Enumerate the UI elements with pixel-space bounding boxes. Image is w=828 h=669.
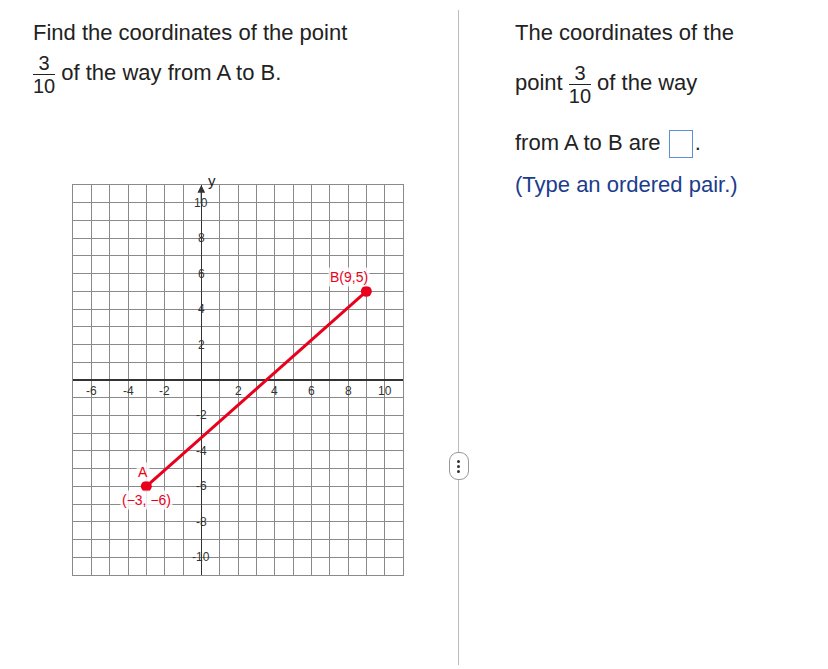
svg-text:8: 8 bbox=[198, 231, 205, 245]
svg-text:-4: -4 bbox=[196, 444, 207, 458]
html-text:The coordinates of the: The coordinates of the bbox=[515, 20, 734, 45]
html-text:(Type an ordered pair.): (Type an ordered pair.) bbox=[515, 172, 738, 197]
svg-text:-4: -4 bbox=[123, 384, 134, 398]
html-text:10 of the way: 10 of the way bbox=[568, 70, 698, 107]
svg-text:4: 4 bbox=[198, 302, 205, 316]
svg-text:A: A bbox=[138, 464, 148, 480]
svg-text:2: 2 bbox=[198, 338, 205, 352]
html-text:3: 3 bbox=[38, 52, 50, 74]
svg-text:y: y bbox=[208, 172, 216, 189]
html-text:10 of the way from A to B.: 10 of the way from A to B. bbox=[33, 60, 282, 97]
svg-text:-10: -10 bbox=[192, 550, 210, 564]
svg-text:-8: -8 bbox=[196, 515, 207, 529]
svg-text:(−3, −6): (−3, −6) bbox=[122, 492, 171, 508]
html-text:Find the coordinates of the po: Find the coordinates of the point bbox=[33, 20, 348, 45]
svg-text:-6: -6 bbox=[196, 479, 207, 493]
svg-text:6: 6 bbox=[308, 384, 315, 398]
svg-text:-6: -6 bbox=[86, 384, 97, 398]
html-text:point 3: point 3 bbox=[515, 62, 586, 96]
html-text:from A to B are: from A to B are bbox=[515, 130, 667, 155]
svg-text:4: 4 bbox=[271, 384, 278, 398]
svg-text:10: 10 bbox=[378, 384, 392, 398]
svg-text:6: 6 bbox=[198, 267, 205, 281]
svg-text:B(9,5): B(9,5) bbox=[330, 269, 368, 285]
svg-text:-2: -2 bbox=[159, 384, 170, 398]
svg-text:10: 10 bbox=[194, 196, 208, 210]
svg-text:8: 8 bbox=[345, 384, 352, 398]
svg-text:-2: -2 bbox=[196, 408, 207, 422]
svg-text:2: 2 bbox=[235, 384, 242, 398]
